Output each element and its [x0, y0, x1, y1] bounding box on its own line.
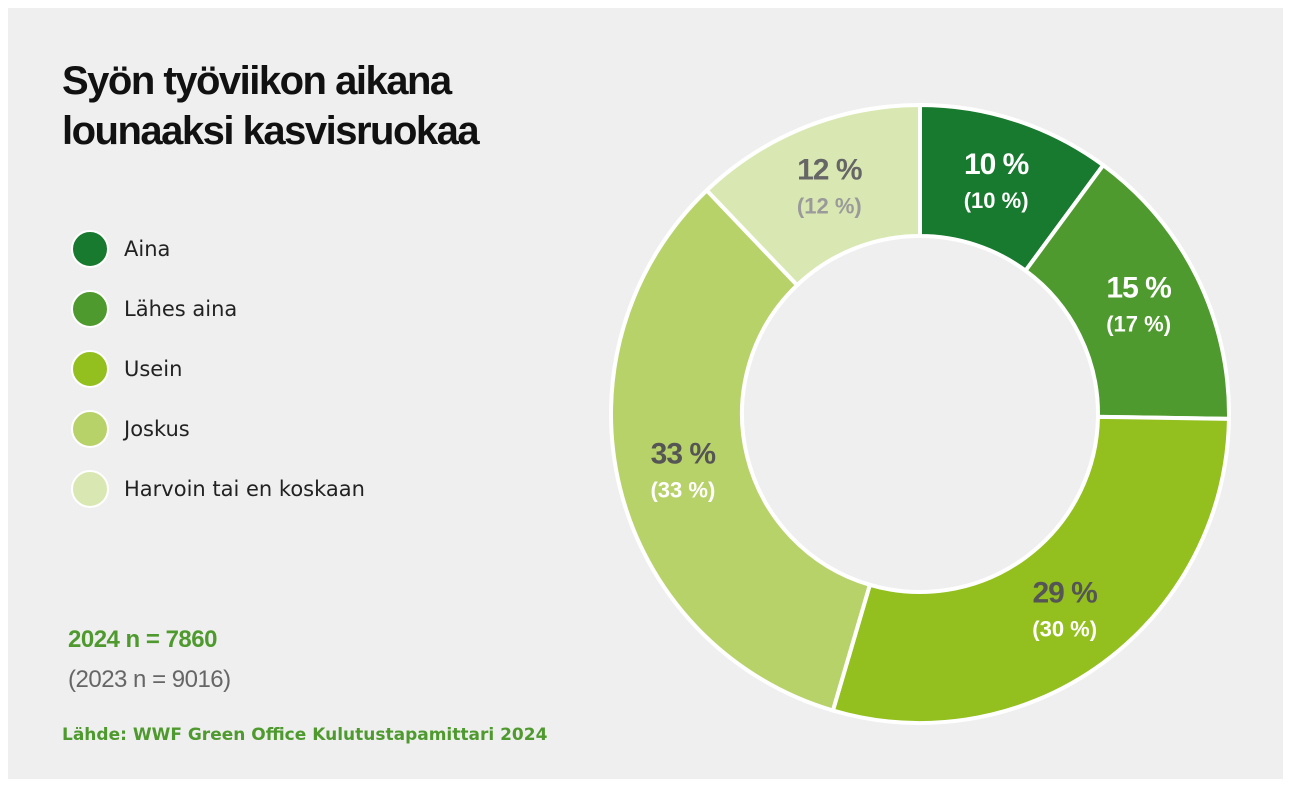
previous-value-label: (33 %): [650, 477, 715, 502]
sample-note: (2023 n = 9016): [68, 666, 231, 693]
legend-label: Harvoin tai en koskaan: [124, 477, 365, 501]
legend-swatch: [71, 470, 109, 508]
previous-value-label: (30 %): [1032, 616, 1097, 641]
previous-value-label: (12 %): [797, 193, 862, 218]
legend-swatch: [71, 410, 109, 448]
value-label: 12 %: [797, 153, 862, 186]
value-label: 15 %: [1106, 272, 1171, 305]
donut-slice: [609, 187, 873, 713]
source: Lähde: WWF Green Office Kulutustapamitta…: [62, 725, 548, 745]
donut-slice: [830, 414, 1231, 725]
sample-note: 2024 n = 7860: [68, 626, 217, 653]
value-label: 10 %: [964, 148, 1029, 181]
chart-title: Syön työviikon aikana lounaaksi kasvisru…: [62, 59, 480, 153]
legend-swatch: [71, 230, 109, 268]
legend-label: Usein: [124, 357, 182, 381]
donut-slice: [703, 102, 922, 289]
legend-swatch: [71, 290, 109, 328]
value-label: 33 %: [651, 437, 716, 470]
legend-swatch: [71, 350, 109, 388]
previous-value-label: (17 %): [1106, 311, 1171, 336]
donut-slice: [1022, 162, 1231, 421]
legend-label: Joskus: [122, 417, 190, 441]
legend-label: Lähes aina: [124, 297, 237, 321]
legend-label: Aina: [124, 237, 170, 261]
value-label: 29 %: [1032, 576, 1097, 609]
previous-value-label: (10 %): [964, 188, 1029, 213]
